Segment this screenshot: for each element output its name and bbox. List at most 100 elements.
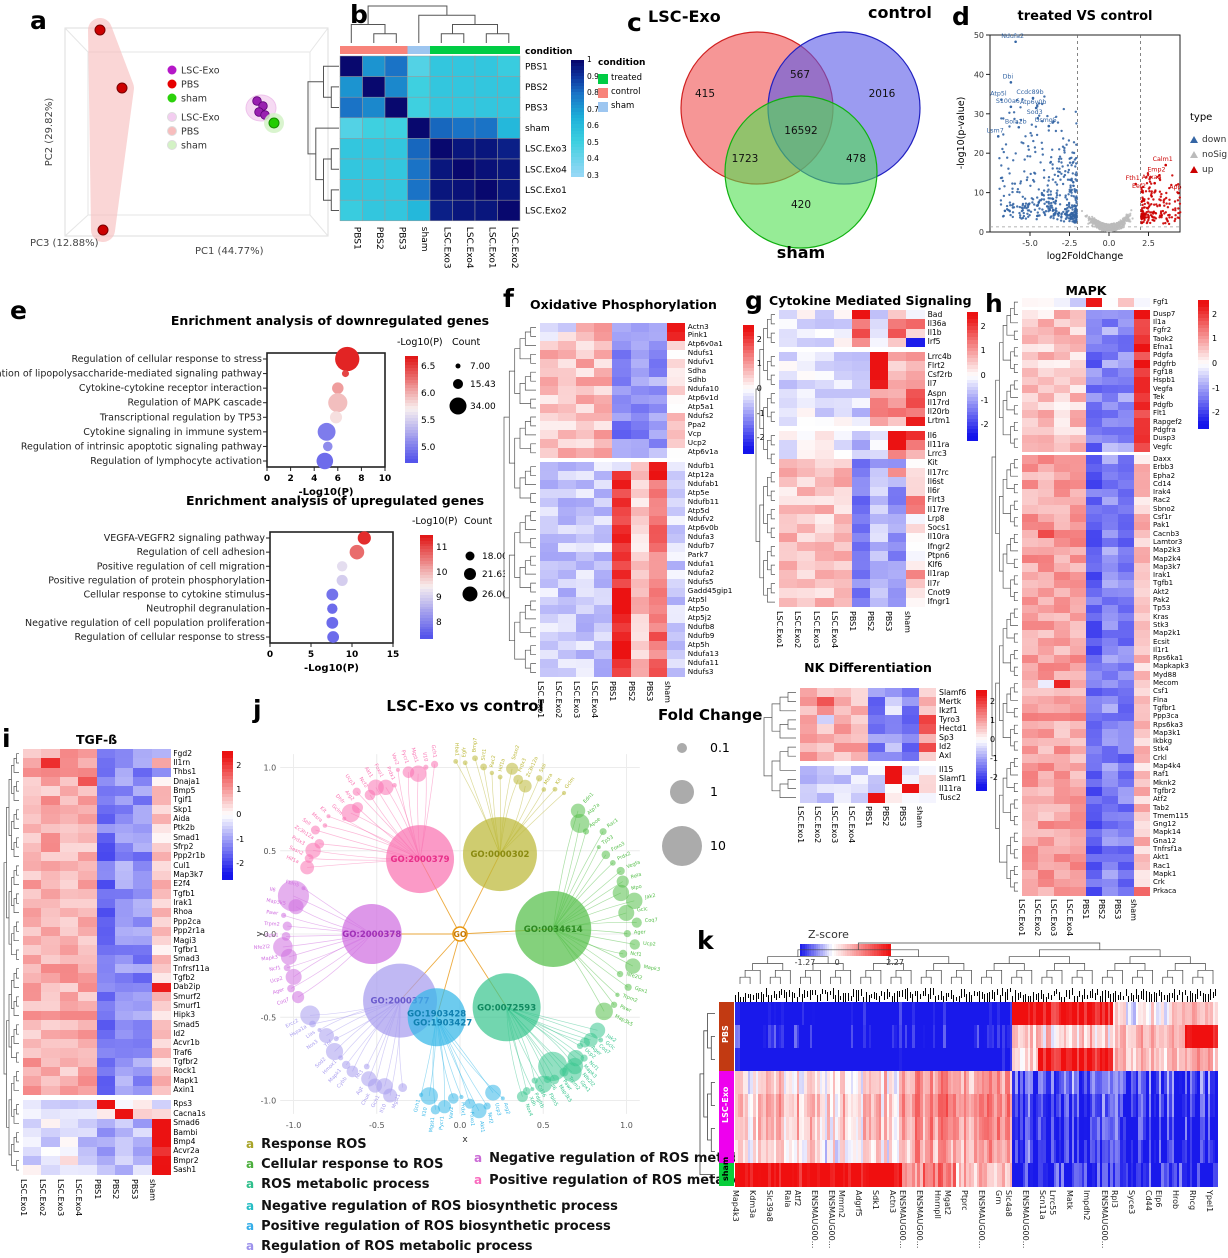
static-element [576,462,595,472]
static-element [594,524,613,535]
axis-label-pc3: PC3 (12.88%) [30,238,99,249]
static-element [868,765,886,776]
static-element [1054,505,1071,514]
static-element [151,851,171,862]
static-element [1118,662,1135,672]
bubble-legend-wrap: 11 10 9 8 [0,486,505,686]
static-element [870,542,889,552]
colorbar-slice [966,425,978,430]
term-label: Cytokine signaling in immune system [83,427,262,438]
static-element [1102,538,1119,548]
static-element [59,1165,79,1176]
static-element [1070,687,1087,697]
static-element [594,560,613,571]
colorbar-slice [420,586,433,590]
static-element [1022,646,1039,655]
static-element [779,532,798,543]
static-element [133,898,153,909]
static-element [888,361,907,371]
static-element [779,407,798,418]
static-element [59,1001,79,1012]
static-element [59,758,79,769]
colorbar-tick: -1 [980,395,989,405]
static-element [1070,393,1087,402]
static-element [851,352,871,362]
column-label: LSC.Exo3 [829,806,839,844]
column-label: LSC.Exo2 [37,1178,47,1216]
colorbar-tick: 8 [436,617,442,628]
static-element [1022,480,1039,489]
colorbar-slice [420,577,433,582]
column-label: LSC.Exo3 [811,610,821,648]
static-element [558,394,577,404]
static-element [59,1038,79,1049]
static-element [666,524,686,535]
static-element [833,310,853,320]
static-element [1102,729,1119,738]
static-element [133,758,153,769]
static-element [817,765,835,776]
static-element [1134,376,1151,386]
pbs-point [97,224,109,236]
static-element [78,1137,97,1148]
k-row-dendrogram [699,1013,715,1175]
colorbar-slice [420,552,433,556]
colorbar-slice [571,156,584,161]
colorbar-slice [420,620,433,625]
bubble [335,346,360,372]
static-element [1102,443,1119,452]
panel-c-venn: LSC-Exo controlsham4155672016172316592478… [648,3,932,262]
row-annotation-label: PBS [721,1024,730,1043]
static-element [612,412,631,422]
static-element [870,560,889,571]
k-column-name-band [735,988,1218,1010]
leaf-node [631,917,642,928]
static-element [1118,463,1135,473]
static-element [1022,696,1039,705]
leaf-node [580,1054,588,1062]
static-element [1070,729,1087,738]
static-element [781,988,783,995]
static-element [885,706,903,716]
static-element [902,706,920,716]
static-element [133,1029,153,1040]
static-element [96,1057,116,1068]
legend-label: sham [181,94,207,105]
x-tick: 0 [264,474,270,484]
static-element [1118,754,1135,763]
k-column-label: Mmrn2 [836,1190,846,1219]
static-element [906,477,925,487]
static-element [855,990,857,1003]
colorbar-slice [742,349,754,355]
column-label: sham [148,1178,157,1201]
static-element [1118,401,1135,411]
static-element [919,742,937,753]
static-element [78,1066,97,1077]
static-element [1070,779,1087,788]
static-element [1134,426,1151,436]
leaf-node [506,762,519,775]
static-element [1054,351,1071,361]
static-element [1134,318,1151,328]
y-tick: -1.0 [261,1097,277,1106]
static-element [1215,1071,1219,1095]
static-element [133,1057,153,1068]
static-element [870,431,889,441]
leaf-node [485,1084,501,1101]
gene-label: Ndufb11 [687,496,719,506]
static-element [151,823,171,834]
static-element [885,793,903,803]
static-element [1086,376,1103,386]
static-element [666,560,686,571]
static-element [1038,318,1055,328]
static-element [815,569,834,580]
static-element [1102,662,1119,672]
static-element [1134,729,1151,738]
static-element [558,498,577,508]
static-element [885,697,903,707]
static-element [576,430,595,440]
colorbar-slice [742,353,754,358]
static-element [612,448,631,458]
static-element [23,1085,42,1096]
leaf-label: Kit [555,777,564,786]
